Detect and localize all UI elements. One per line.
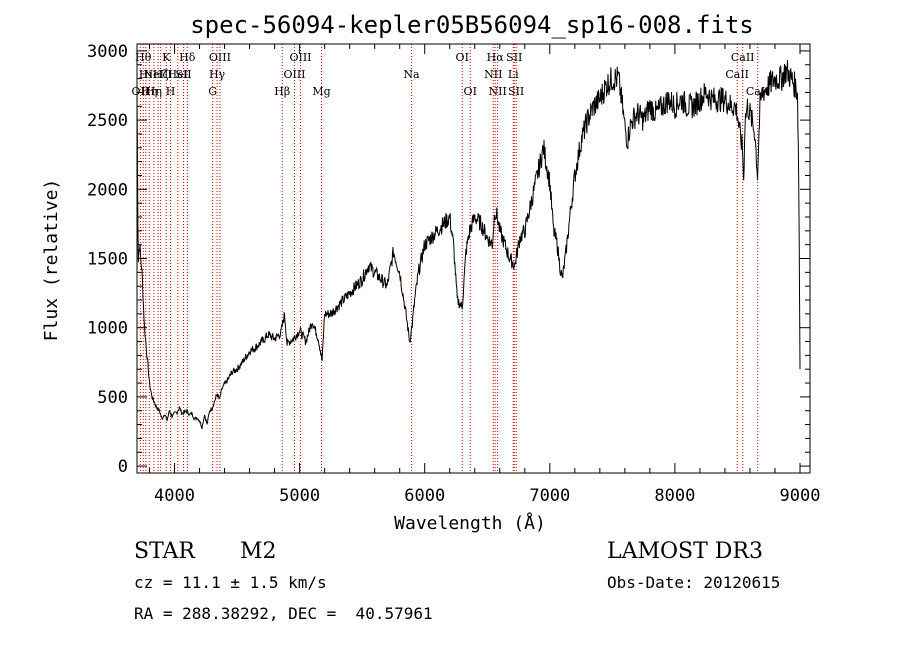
y-tick-label: 1000 <box>87 319 128 339</box>
y-tick-label: 2500 <box>87 111 128 131</box>
line-label: Hη <box>146 85 162 98</box>
line-label: HeI <box>168 68 188 81</box>
line-label: SII <box>508 85 524 98</box>
y-tick-label: 500 <box>97 388 128 408</box>
line-label: Hδ <box>179 51 196 64</box>
line-label: OI <box>464 85 477 98</box>
object-subclass: M2 <box>240 539 277 564</box>
x-tick-label: 6000 <box>404 486 445 506</box>
line-label: K <box>162 51 171 64</box>
line-label: CaII <box>731 51 755 64</box>
y-tick-label: 2000 <box>87 180 128 200</box>
obs-date: Obs-Date: 20120615 <box>607 573 781 592</box>
redshift-text: cz = 11.1 ± 1.5 km/s <box>134 573 327 592</box>
line-label: NII <box>488 85 506 98</box>
x-tick-label: 8000 <box>654 486 695 506</box>
line-label: OII <box>132 85 150 98</box>
line-label: OIII <box>289 51 311 64</box>
y-tick-label: 3000 <box>87 42 128 62</box>
line-label: Li <box>508 68 519 81</box>
y-axis-label: Flux (relative) <box>41 179 62 342</box>
line-label: Hγ <box>209 68 226 81</box>
x-axis-label: Wavelength (Å) <box>394 512 546 534</box>
plot-frame <box>136 43 811 474</box>
x-tick-label: 4000 <box>154 486 195 506</box>
axis-ticks: 4000 5000 6000 7000 8000 9000 0 500 1000 1500 2000… <box>87 42 820 506</box>
line-label: OIII <box>283 68 305 81</box>
chart-title: spec-56094-kepler05B56094_sp16-008.fits <box>190 11 754 39</box>
line-label: Hα <box>487 51 505 64</box>
line-label: Mg <box>312 85 330 98</box>
x-tick-label: 9000 <box>780 486 821 506</box>
line-label: Na <box>403 68 420 81</box>
line-label: Hθ <box>135 51 152 64</box>
object-class: STAR <box>134 539 195 564</box>
coordinates-text: RA = 288.38292, DEC = 40.57961 <box>134 604 433 623</box>
line-label: Hβ <box>274 85 290 98</box>
x-tick-label: 7000 <box>529 486 570 506</box>
spectrum-line <box>136 59 801 430</box>
line-label: Hι <box>139 68 153 81</box>
line-label: NeIII <box>144 68 173 81</box>
line-label: CaII <box>746 85 770 98</box>
line-label: OI <box>456 51 469 64</box>
survey-name: LAMOST DR3 <box>607 539 763 564</box>
y-tick-label: 0 <box>118 457 128 477</box>
line-label: CaII <box>725 68 749 81</box>
line-label: SII <box>506 51 522 64</box>
y-tick-label: 1500 <box>87 250 128 270</box>
line-labels: OIIHθHιHηHηNeIIIHζKHHeISIIHδGHγOIIIHβOII… <box>132 51 770 98</box>
line-label: OIII <box>209 51 231 64</box>
line-label: SII <box>175 68 191 81</box>
line-label: Hζ <box>153 68 169 81</box>
line-label: Hη <box>141 85 157 98</box>
line-label: NII <box>484 68 502 81</box>
line-label: G <box>208 85 217 98</box>
x-tick-label: 5000 <box>279 486 320 506</box>
line-label: H <box>166 85 176 98</box>
spectrum-series <box>136 59 801 430</box>
